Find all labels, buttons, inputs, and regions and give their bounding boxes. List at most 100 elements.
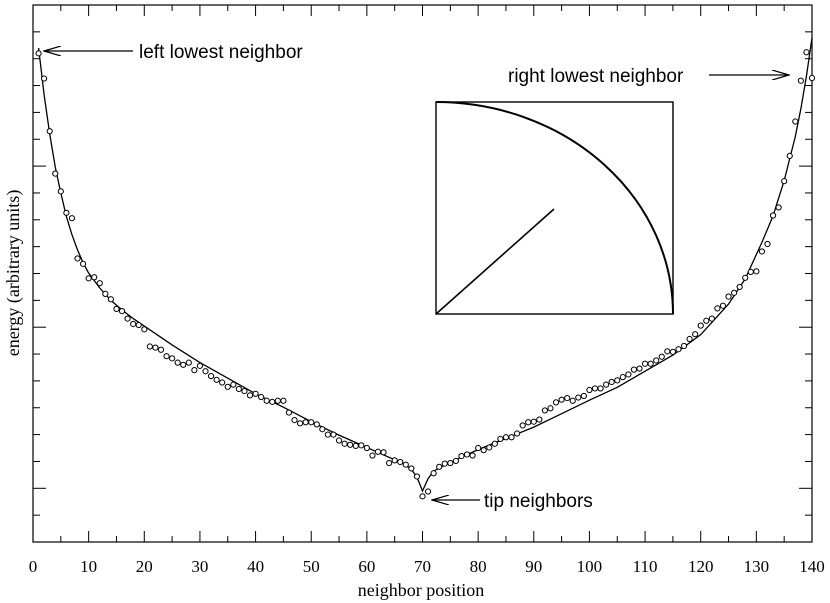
data-point — [235, 385, 242, 393]
data-point — [530, 418, 537, 425]
annotation-right-lowest-label: right lowest neighbor — [508, 66, 684, 87]
x-tick-label: 130 — [744, 557, 770, 576]
data-point — [625, 371, 632, 378]
data-point — [330, 431, 337, 438]
data-point — [653, 357, 660, 364]
inset-frame — [435, 101, 674, 315]
data-point — [63, 209, 70, 216]
data-point — [291, 417, 298, 424]
annotation-tip-label: tip neighbors — [484, 491, 593, 512]
data-point — [714, 305, 721, 312]
x-tick-label: 110 — [633, 557, 658, 576]
data-point — [35, 50, 42, 57]
data-point — [619, 374, 626, 381]
inset-diagonal-line — [435, 208, 555, 315]
data-point — [141, 326, 148, 333]
x-tick-label: 20 — [136, 557, 153, 576]
fit-curve — [37, 37, 813, 493]
data-point — [79, 260, 87, 267]
data-point — [274, 397, 281, 404]
data-point — [386, 459, 393, 467]
data-point — [797, 77, 804, 84]
data-point — [475, 444, 482, 452]
data-point — [219, 379, 226, 386]
data-point — [781, 178, 788, 185]
data-point — [363, 444, 370, 452]
data-point — [719, 302, 727, 309]
data-point — [608, 378, 615, 386]
data-point — [41, 75, 48, 82]
y-axis-label: energy (arbitrary units) — [3, 190, 24, 357]
data-point — [196, 362, 204, 369]
data-point — [413, 473, 421, 480]
data-point — [107, 296, 115, 303]
data-point — [552, 399, 560, 406]
data-point — [603, 381, 610, 388]
data-point — [614, 377, 621, 384]
data-point — [358, 442, 365, 449]
data-point — [641, 360, 649, 367]
data-point — [742, 274, 749, 281]
data-point — [374, 448, 382, 455]
data-point — [397, 458, 404, 466]
annotation-tip: tip neighbors — [432, 491, 593, 512]
data-point — [191, 367, 198, 374]
data-point — [597, 385, 604, 392]
data-point — [469, 452, 476, 459]
data-point — [513, 430, 521, 437]
data-point — [753, 268, 760, 275]
axis-ticks — [32, 5, 813, 542]
data-point — [803, 49, 810, 56]
inset-arc — [435, 101, 674, 315]
data-point — [463, 451, 471, 458]
data-point — [285, 409, 293, 416]
data-point — [502, 434, 510, 441]
data-point — [430, 470, 437, 477]
data-point — [85, 275, 92, 282]
data-point — [308, 419, 315, 426]
x-tick-label: 10 — [80, 557, 97, 576]
data-point — [580, 392, 587, 400]
data-point — [424, 488, 432, 495]
data-point — [258, 393, 265, 401]
data-point — [664, 348, 671, 355]
data-point — [213, 376, 220, 383]
data-point — [680, 342, 688, 350]
data-point — [441, 460, 448, 467]
x-tick-label: 40 — [247, 557, 264, 576]
data-point — [731, 289, 738, 296]
data-point — [52, 170, 59, 177]
data-point — [658, 353, 665, 360]
data-point — [636, 365, 643, 372]
annotation-left-lowest-label: left lowest neighbor — [139, 42, 303, 63]
inset-diagram — [435, 101, 674, 315]
data-point — [402, 461, 409, 468]
data-point — [480, 447, 487, 454]
data-point — [675, 346, 682, 353]
data-point — [558, 396, 565, 403]
data-point — [130, 320, 137, 328]
x-tick-label: 90 — [525, 557, 542, 576]
x-tick-label: 80 — [470, 557, 487, 576]
data-point — [736, 283, 743, 291]
x-tick-label: 70 — [414, 557, 431, 576]
x-tick-label: 100 — [577, 557, 603, 576]
data-point — [341, 440, 348, 447]
data-point — [786, 152, 793, 159]
x-axis-label: neighbor position — [358, 580, 485, 600]
data-point — [764, 240, 771, 248]
data-point — [180, 361, 187, 368]
data-point — [347, 441, 354, 448]
data-point — [541, 407, 549, 414]
data-point — [575, 394, 582, 401]
x-tick-label: 140 — [799, 557, 825, 576]
data-point — [792, 118, 799, 125]
data-point — [497, 435, 504, 442]
x-tick-label: 50 — [303, 557, 320, 576]
data-point — [630, 366, 638, 373]
data-point — [124, 315, 131, 322]
data-point — [169, 355, 176, 362]
data-point — [408, 465, 415, 472]
data-point — [152, 344, 159, 351]
data-point — [758, 248, 766, 255]
